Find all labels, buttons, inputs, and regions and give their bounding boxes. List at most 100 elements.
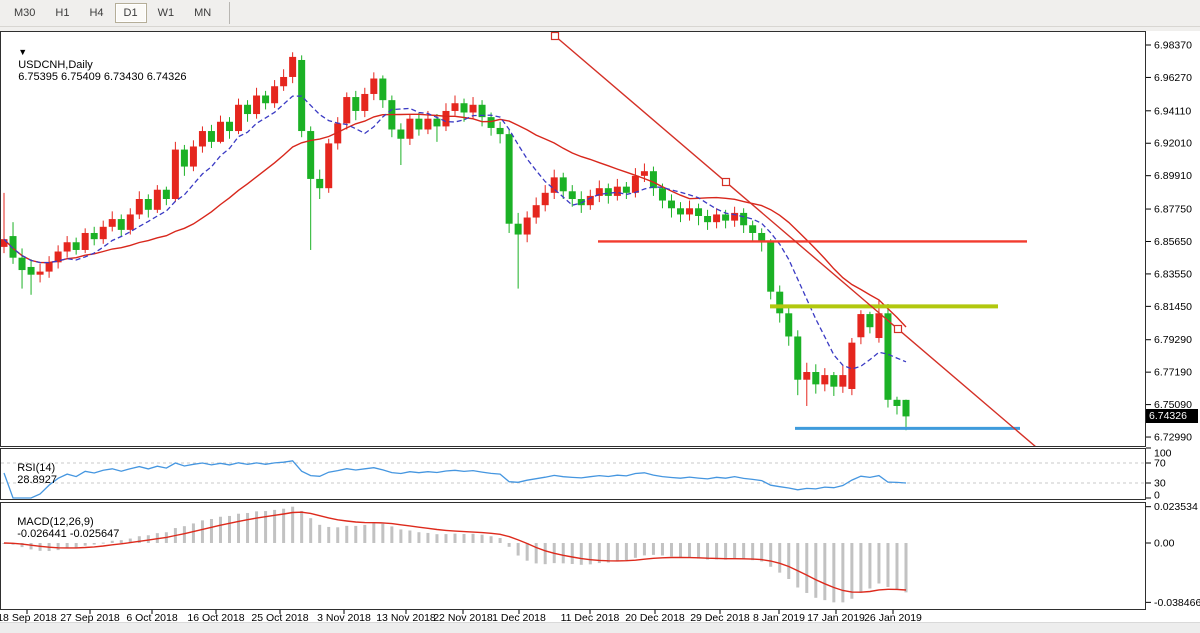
macd-histogram-bar [489, 536, 493, 543]
toolbar-gap [0, 27, 1200, 31]
macd-histogram-bar [182, 526, 186, 543]
time-tick-label: 6 Oct 2018 [126, 612, 178, 624]
macd-histogram-bar [65, 543, 69, 549]
candle-body [180, 149, 188, 167]
macd-histogram-bar [588, 543, 592, 565]
macd-histogram-bar [751, 543, 755, 561]
macd-histogram-bar [697, 543, 701, 559]
candle-body [740, 212, 748, 226]
macd-histogram-bar [327, 526, 331, 543]
macd-histogram-bar [859, 543, 863, 593]
time-tick-label: 17 Jan 2019 [807, 612, 865, 624]
timeframe-button-h4[interactable]: H4 [80, 3, 112, 23]
macd-histogram-bar [706, 543, 710, 560]
candle-body [830, 375, 838, 387]
candle-body [758, 232, 766, 243]
macd-histogram-bar [390, 526, 394, 543]
candle-body [640, 171, 648, 176]
timeframe-button-d1[interactable]: D1 [114, 3, 147, 23]
macd-histogram-bar [255, 511, 259, 543]
rsi-plot[interactable] [1, 460, 1145, 499]
candle-body [550, 177, 558, 193]
candle-body [451, 103, 459, 111]
rsi-line [3, 460, 907, 499]
macd-histogram-bar [624, 543, 628, 561]
candle-body [704, 215, 712, 223]
macd-histogram-bar [769, 543, 773, 567]
macd-histogram-bar [615, 543, 619, 562]
price-tick-label: 6.83550 [1154, 268, 1192, 280]
macd-histogram-bar [74, 543, 78, 548]
candle-body [532, 205, 540, 218]
price-tick-label: 6.81450 [1154, 301, 1192, 313]
timeframe-button-m30[interactable]: M30 [5, 3, 44, 23]
candle-body [649, 171, 657, 189]
macd-histogram-bar [318, 524, 322, 543]
macd-tick-label: 0.00 [1154, 538, 1175, 550]
candle-body [722, 214, 730, 221]
time-axis[interactable]: 18 Sep 2018 27 Sep 2018 6 Oct 2018 16 Oct 2… [0, 610, 922, 624]
current-price-badge: 6.74326 [1146, 409, 1198, 423]
chart-symbol-label: USDCNH,Daily [18, 59, 93, 71]
rsi-tick-label: 30 [1154, 478, 1166, 490]
trendline-handle[interactable] [550, 32, 560, 41]
macd-indicator-label: MACD(12,26,9) -0.026441 -0.025647 [5, 504, 119, 552]
macd-histogram-bar [471, 533, 475, 543]
macd-plot[interactable] [2, 506, 908, 603]
candle-body [785, 313, 793, 337]
price-tick-label: 6.98370 [1154, 40, 1192, 52]
macd-histogram-bar [128, 538, 132, 543]
candle-body [198, 131, 206, 147]
time-tick-label: 13 Nov 2018 [376, 612, 436, 624]
macd-histogram-bar [92, 543, 96, 545]
macd-histogram-bar [101, 542, 105, 544]
timeframe-button-h1[interactable]: H1 [46, 3, 78, 23]
price-axis[interactable]: 6.98370 6.96270 6.94110 6.92010 6.89910 6.877… [1146, 40, 1200, 609]
macd-histogram-bar [877, 543, 881, 584]
candle-body [460, 103, 468, 113]
candle-body [144, 199, 152, 210]
candle-body [325, 143, 333, 189]
candle-body [226, 121, 233, 132]
candle-body [207, 131, 215, 142]
macd-histogram-bar [191, 523, 195, 543]
candle-body [235, 104, 243, 132]
timeframe-button-mn[interactable]: MN [185, 3, 220, 23]
candle-body [280, 76, 288, 87]
candle-body [686, 208, 694, 215]
candle-body [478, 104, 486, 118]
candle-body [469, 104, 477, 113]
time-tick-label: 20 Dec 2018 [625, 612, 685, 624]
candle-body [253, 95, 261, 115]
descending-trendline[interactable] [554, 35, 1036, 447]
candle-body [487, 117, 495, 128]
macd-histogram-bar [408, 530, 412, 543]
candle-body [848, 342, 856, 389]
candle-body [334, 123, 342, 144]
macd-histogram-bar [742, 543, 746, 560]
candle-body [171, 149, 179, 200]
macd-histogram-bar [525, 543, 529, 561]
time-tick-label: 8 Jan 2019 [753, 612, 805, 624]
macd-histogram-bar [904, 543, 908, 593]
candle-body [370, 78, 378, 94]
macd-histogram-bar [372, 523, 376, 543]
symbol-dropdown-icon[interactable]: ▼ [18, 47, 28, 57]
trendline-handle[interactable] [893, 324, 903, 334]
candle-body [216, 121, 224, 142]
macd-histogram-bar [137, 536, 141, 543]
macd-name: MACD(12,26,9) [17, 516, 94, 528]
macd-histogram-bar [300, 510, 304, 543]
macd-histogram-bar [399, 529, 403, 543]
trendline-handle[interactable] [721, 177, 731, 187]
time-tick-label: 18 Sep 2018 [0, 612, 57, 624]
main-plot[interactable] [1, 52, 910, 431]
rsi-tick-label: 100 [1154, 448, 1172, 460]
macd-histogram-bar [336, 527, 340, 543]
candle-body [667, 200, 675, 209]
time-tick-label: 29 Dec 2018 [690, 612, 750, 624]
timeframe-button-w1[interactable]: W1 [149, 3, 184, 23]
macd-histogram-bar [597, 543, 601, 564]
chart-objects [550, 32, 1036, 447]
macd-histogram-bar [633, 543, 637, 558]
